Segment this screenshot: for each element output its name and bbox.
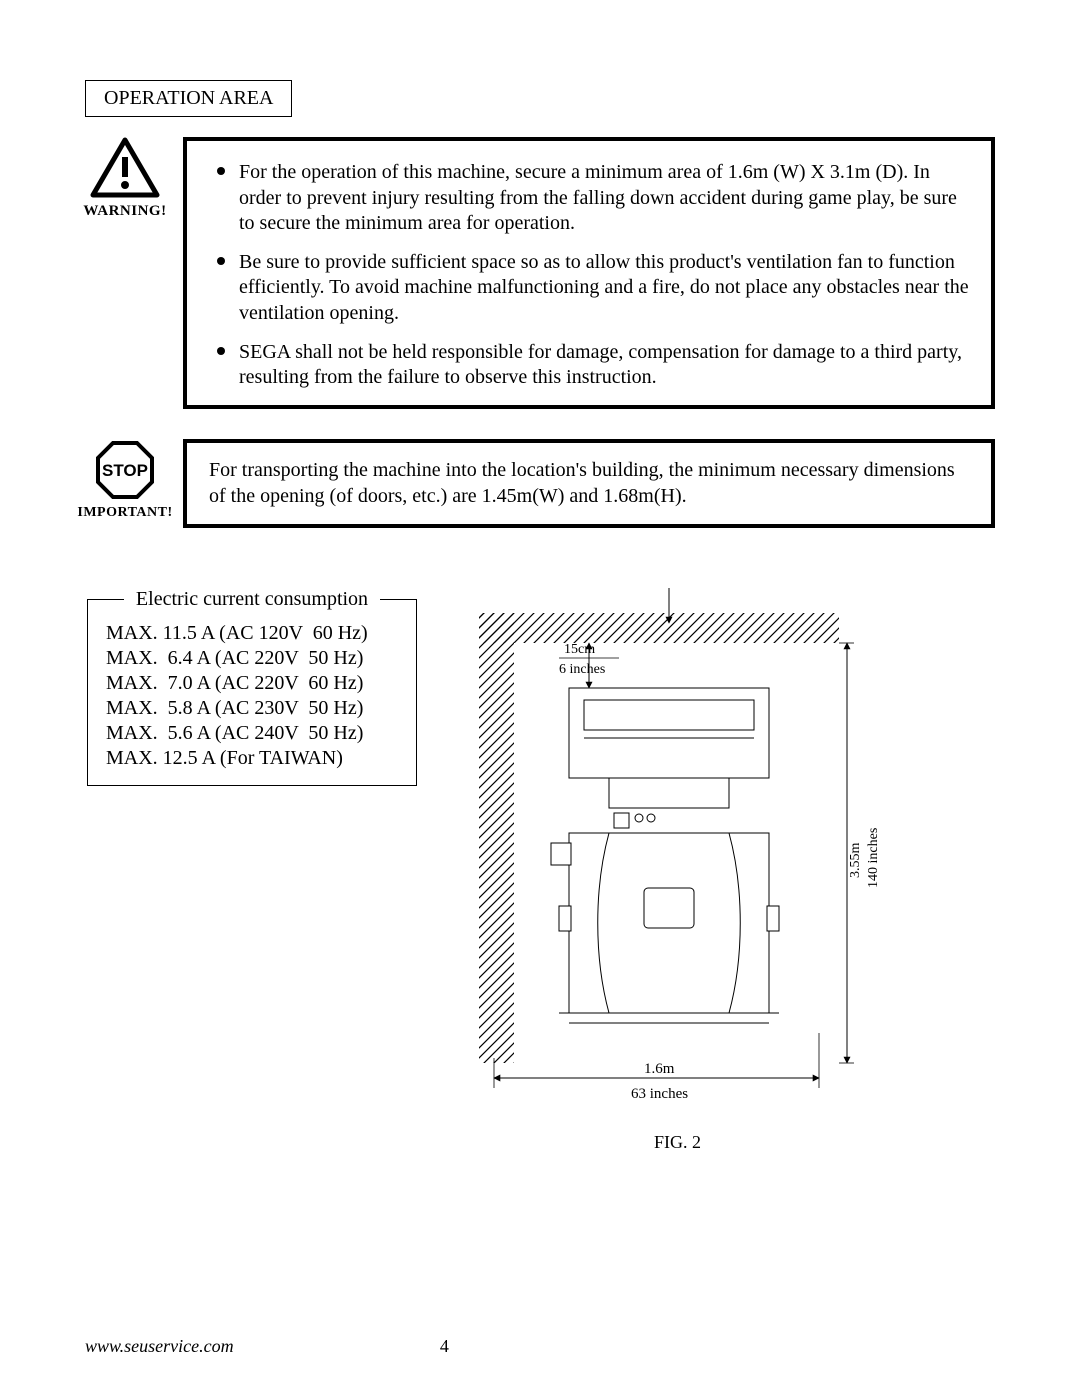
electric-line: MAX. 11.5 A (AC 120V 60 Hz) <box>106 621 398 646</box>
important-label: IMPORTANT! <box>77 505 172 521</box>
stop-octagon-icon: STOP <box>94 439 156 501</box>
warning-bullet: SEGA shall not be held responsible for d… <box>239 333 969 391</box>
warning-bullet: For the operation of this machine, secur… <box>239 153 969 237</box>
diagram-column: 15cm 6 inches 3.55m 140 inches 1.6m 63 i… <box>459 588 995 1188</box>
operation-area-diagram: 15cm 6 inches 3.55m 140 inches 1.6m 63 i… <box>459 588 899 1188</box>
electric-line: MAX. 5.8 A (AC 230V 50 Hz) <box>106 696 398 721</box>
warning-label: WARNING! <box>83 203 166 220</box>
important-row: STOP IMPORTANT! For transporting the mac… <box>85 439 995 528</box>
important-icon-column: STOP IMPORTANT! <box>85 439 165 521</box>
electric-legend: Electric current consumption <box>124 588 380 611</box>
mid-row: Electric current consumption MAX. 11.5 A… <box>85 588 995 1188</box>
electric-consumption-box: Electric current consumption MAX. 11.5 A… <box>87 588 417 786</box>
electric-line: MAX. 7.0 A (AC 220V 60 Hz) <box>106 671 398 696</box>
electric-line: MAX. 12.5 A (For TAIWAN) <box>106 746 398 771</box>
electric-line: MAX. 5.6 A (AC 240V 50 Hz) <box>106 721 398 746</box>
warning-bullet-list: For the operation of this machine, secur… <box>209 153 969 391</box>
svg-text:FIG. 2: FIG. 2 <box>654 1132 701 1152</box>
section-title: OPERATION AREA <box>85 80 292 117</box>
electric-line: MAX. 6.4 A (AC 220V 50 Hz) <box>106 646 398 671</box>
svg-text:STOP: STOP <box>102 461 148 480</box>
svg-text:15cm: 15cm <box>564 642 595 657</box>
page-number: 4 <box>64 1336 825 1357</box>
warning-icon-column: WARNING! <box>85 137 165 220</box>
important-text-box: For transporting the machine into the lo… <box>183 439 995 528</box>
warning-triangle-icon <box>90 137 160 199</box>
svg-text:1.6m: 1.6m <box>644 1061 675 1077</box>
svg-text:140 inches: 140 inches <box>866 827 881 887</box>
svg-text:6 inches: 6 inches <box>559 662 605 677</box>
warning-text-box: For the operation of this machine, secur… <box>183 137 995 409</box>
page-footer: www.seuservice.com 4 <box>0 1336 1080 1357</box>
warning-row: WARNING! For the operation of this machi… <box>85 137 995 409</box>
warning-bullet: Be sure to provide sufficient space so a… <box>239 243 969 327</box>
svg-text:63 inches: 63 inches <box>631 1086 688 1102</box>
electric-lines: MAX. 11.5 A (AC 120V 60 Hz) MAX. 6.4 A (… <box>106 621 398 771</box>
page: OPERATION AREA WARNING! For the operatio… <box>0 0 1080 1397</box>
svg-text:3.55m: 3.55m <box>848 842 863 878</box>
